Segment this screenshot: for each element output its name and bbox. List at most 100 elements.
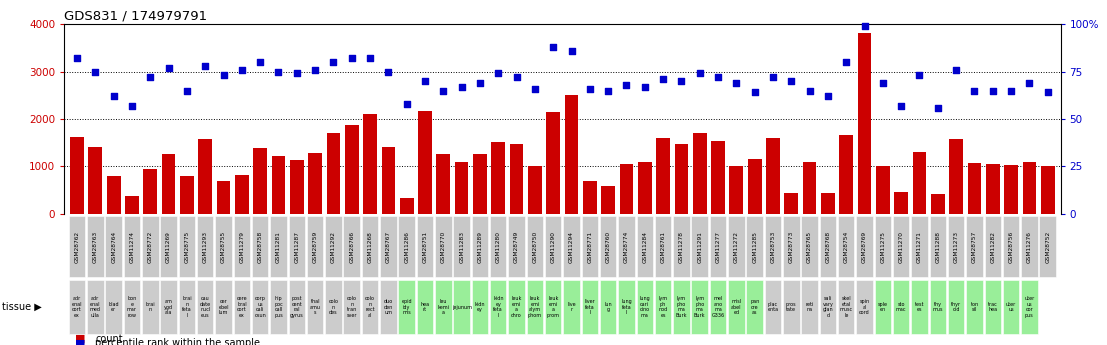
Text: GSM28770: GSM28770 [441, 230, 446, 263]
Text: GSM28759: GSM28759 [312, 230, 318, 263]
Text: GSM11271: GSM11271 [917, 231, 922, 263]
FancyBboxPatch shape [527, 280, 544, 334]
FancyBboxPatch shape [966, 216, 983, 277]
Text: leuk
emi
a
prom: leuk emi a prom [547, 296, 560, 318]
FancyBboxPatch shape [966, 280, 983, 334]
Text: GSM11282: GSM11282 [991, 231, 995, 263]
Text: brai
n: brai n [145, 302, 155, 312]
FancyBboxPatch shape [563, 216, 580, 277]
Text: kidn
ey: kidn ey [475, 302, 485, 312]
Bar [656, 138, 670, 214]
FancyBboxPatch shape [545, 216, 561, 277]
Text: GSM11273: GSM11273 [953, 231, 959, 263]
Bar [803, 162, 817, 214]
Bar [162, 154, 176, 214]
Bar [528, 167, 541, 214]
Point [911, 72, 929, 78]
Text: live
r: live r [567, 302, 576, 312]
Point [654, 77, 672, 82]
Text: tissue ▶: tissue ▶ [2, 302, 42, 312]
FancyBboxPatch shape [581, 280, 598, 334]
Text: GSM28765: GSM28765 [807, 230, 813, 263]
Point [453, 84, 470, 89]
Text: sali
vary
glan
d: sali vary glan d [823, 296, 834, 318]
Text: GSM28763: GSM28763 [93, 230, 97, 263]
FancyBboxPatch shape [178, 216, 195, 277]
FancyBboxPatch shape [930, 280, 946, 334]
Text: GSM11274: GSM11274 [130, 231, 134, 263]
Bar [620, 164, 633, 214]
Text: GSM11292: GSM11292 [331, 231, 335, 263]
Bar [418, 111, 432, 214]
Text: GSM28760: GSM28760 [606, 230, 611, 263]
FancyBboxPatch shape [765, 280, 782, 334]
Text: GSM11269: GSM11269 [166, 231, 172, 263]
Bar [89, 147, 102, 214]
FancyBboxPatch shape [819, 280, 836, 334]
Text: lym
pho
ma
Burk: lym pho ma Burk [694, 296, 705, 318]
Bar [400, 198, 414, 214]
Text: am
ygd
ala: am ygd ala [164, 299, 173, 315]
FancyBboxPatch shape [637, 216, 653, 277]
Text: GSM11284: GSM11284 [642, 231, 648, 263]
Text: bon
e
mar
row: bon e mar row [127, 296, 137, 318]
Text: GSM28752: GSM28752 [1045, 230, 1051, 263]
Bar [290, 160, 303, 214]
Text: ■: ■ [75, 334, 85, 344]
Point [599, 88, 617, 93]
Bar [363, 114, 376, 214]
Text: GSM11281: GSM11281 [276, 231, 281, 263]
FancyBboxPatch shape [710, 280, 726, 334]
Text: GSM11272: GSM11272 [734, 231, 738, 263]
Text: GSM28769: GSM28769 [862, 230, 867, 263]
FancyBboxPatch shape [801, 280, 818, 334]
FancyBboxPatch shape [307, 216, 323, 277]
Bar [492, 142, 505, 214]
Point [965, 88, 983, 93]
Text: GSM11275: GSM11275 [880, 231, 886, 263]
FancyBboxPatch shape [948, 216, 964, 277]
Point [416, 78, 434, 84]
Text: cau
date
nucl
eus: cau date nucl eus [199, 296, 210, 318]
FancyBboxPatch shape [270, 216, 287, 277]
Point [472, 80, 489, 86]
FancyBboxPatch shape [399, 216, 415, 277]
Bar [711, 141, 725, 214]
FancyBboxPatch shape [692, 216, 708, 277]
Point [105, 93, 123, 99]
Bar [106, 176, 121, 214]
Bar [766, 138, 779, 214]
Bar [144, 169, 157, 214]
FancyBboxPatch shape [637, 280, 653, 334]
Bar [254, 148, 267, 214]
Point [489, 71, 507, 76]
Point [545, 44, 562, 50]
FancyBboxPatch shape [1021, 216, 1037, 277]
FancyBboxPatch shape [289, 216, 306, 277]
FancyBboxPatch shape [801, 216, 818, 277]
FancyBboxPatch shape [435, 216, 452, 277]
FancyBboxPatch shape [692, 280, 708, 334]
Text: leu
kemi
a: leu kemi a [437, 299, 449, 315]
FancyBboxPatch shape [234, 216, 250, 277]
Text: GSM11290: GSM11290 [550, 231, 556, 263]
Text: uter
us
cor
pus: uter us cor pus [1024, 296, 1035, 318]
Text: GSM11289: GSM11289 [477, 231, 483, 263]
FancyBboxPatch shape [142, 280, 158, 334]
FancyBboxPatch shape [416, 280, 433, 334]
Bar [473, 154, 487, 214]
Text: sto
mac: sto mac [896, 302, 907, 312]
Text: spin
al
cord: spin al cord [859, 299, 870, 315]
FancyBboxPatch shape [673, 280, 690, 334]
Text: GSM11270: GSM11270 [899, 231, 903, 263]
Text: GSM28756: GSM28756 [1008, 230, 1014, 263]
Point [434, 88, 452, 93]
Bar [547, 112, 560, 214]
Point [800, 88, 818, 93]
FancyBboxPatch shape [563, 280, 580, 334]
FancyBboxPatch shape [343, 216, 360, 277]
Text: epid
idy
mis: epid idy mis [402, 299, 412, 315]
Point [856, 23, 873, 29]
Bar [70, 137, 84, 214]
Point [635, 84, 653, 89]
